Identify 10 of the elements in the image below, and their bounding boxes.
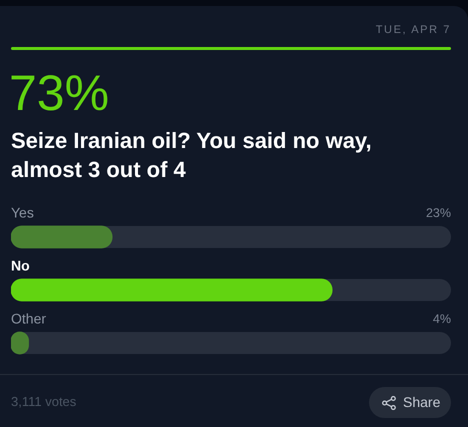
text: 3,111 votes (11, 394, 76, 409)
y-tick-label: Yes (11, 204, 34, 220)
share-button[interactable]: Share (369, 387, 451, 418)
chart-title: 73% (9, 65, 110, 121)
y-tick-label: No (11, 257, 30, 274)
y-tick-label: Other (11, 310, 46, 326)
data-label: 23% (426, 206, 451, 220)
chart-subtitle: Seize Iranian oil? You said no way, almost 3 out of 4 (11, 127, 373, 184)
text: TUE, APR 7 (376, 24, 451, 36)
data-label: 4% (432, 312, 451, 326)
